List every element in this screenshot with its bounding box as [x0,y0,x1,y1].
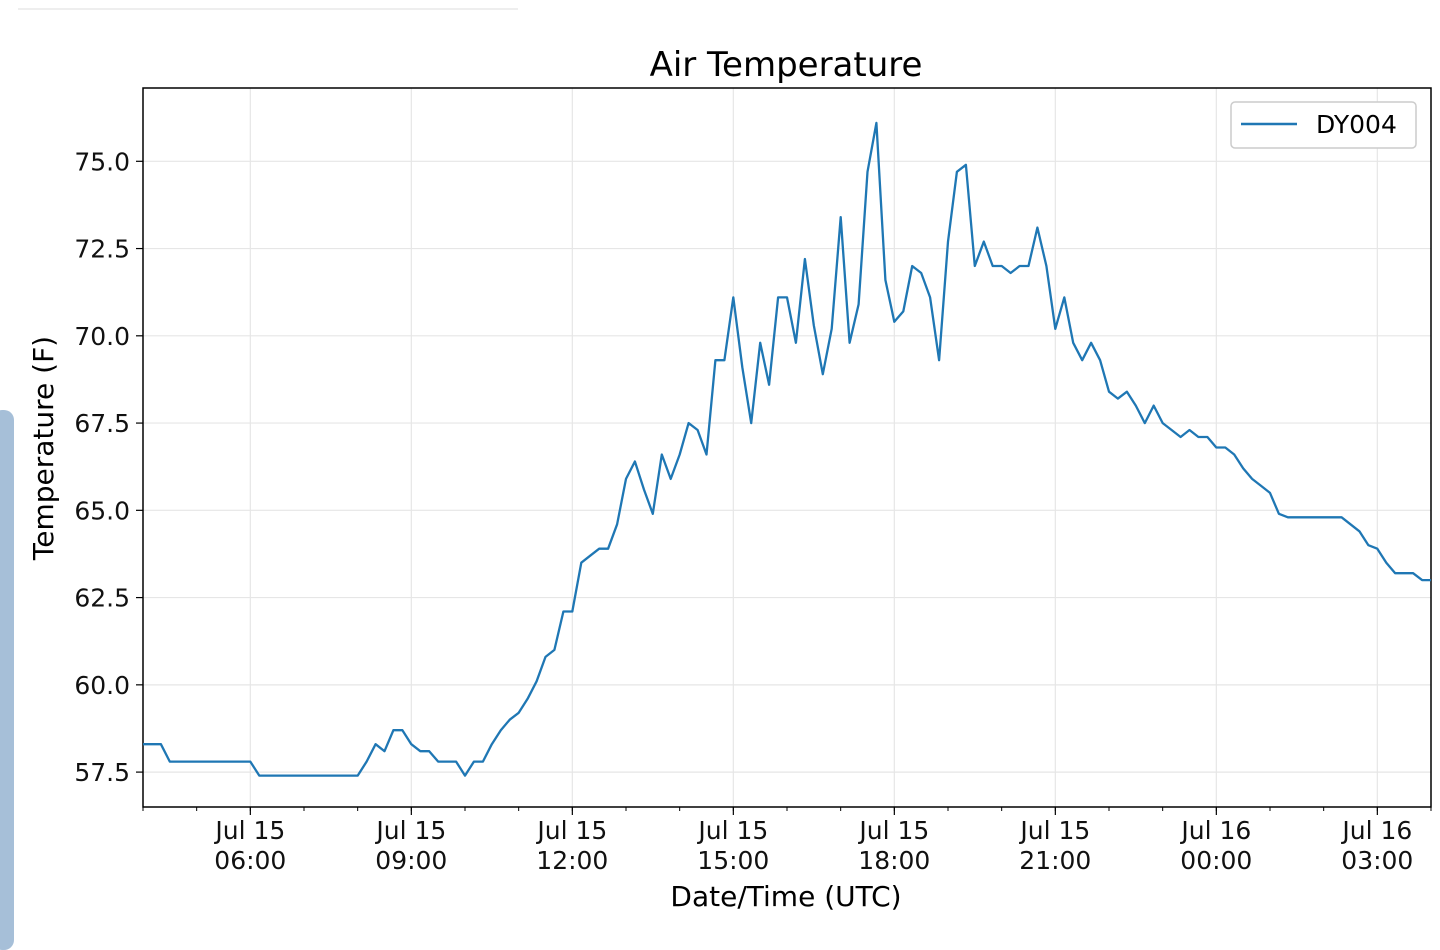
y-tick-label: 75.0 [74,147,130,176]
series-line-dy004 [143,121,1431,777]
series-layer [143,121,1431,777]
grid-lines [143,88,1431,807]
side-scroll-tab[interactable] [0,410,14,950]
y-axis-label: Temperature (F) [27,336,60,561]
x-tick-label-date: Jul 15 [213,816,285,845]
y-tick-label: 67.5 [74,409,130,438]
x-tick-label-date: Jul 15 [696,816,768,845]
x-tick-label-date: Jul 15 [1018,816,1090,845]
x-tick-label-time: 06:00 [214,846,286,875]
x-tick-label-time: 12:00 [536,846,608,875]
legend-box [1230,101,1417,149]
top-divider [18,8,518,10]
y-tick-label: 62.5 [74,584,130,613]
x-tick-label-date: Jul 16 [1340,816,1412,845]
x-tick-label-time: 03:00 [1341,846,1413,875]
x-tick-label-date: Jul 15 [535,816,607,845]
legend: DY004 [1230,101,1417,149]
chart-title: Air Temperature [650,45,923,85]
x-tick-label-date: Jul 15 [857,816,929,845]
x-tick-label-date: Jul 15 [374,816,446,845]
y-tick-label: 65.0 [74,496,130,525]
y-tick-label: 60.0 [74,671,130,700]
y-tick-label: 70.0 [74,322,130,351]
x-tick-label-time: 09:00 [375,846,447,875]
x-axis-label: Date/Time (UTC) [670,880,901,913]
y-tick-label: 72.5 [74,235,130,264]
x-tick-label-time: 00:00 [1180,846,1252,875]
plot-area-frame [142,87,1432,808]
y-tick-label: 57.5 [74,758,130,787]
legend-label-dy004: DY004 [1316,110,1397,139]
x-tick-label-time: 15:00 [697,846,769,875]
x-tick-label-time: 21:00 [1019,846,1091,875]
x-tick-label-time: 18:00 [858,846,930,875]
y-axis-ticks: 57.5 60.0 62.5 65.0 67.5 70.0 72.5 75.0 [74,147,143,787]
x-tick-label-date: Jul 16 [1179,816,1251,845]
